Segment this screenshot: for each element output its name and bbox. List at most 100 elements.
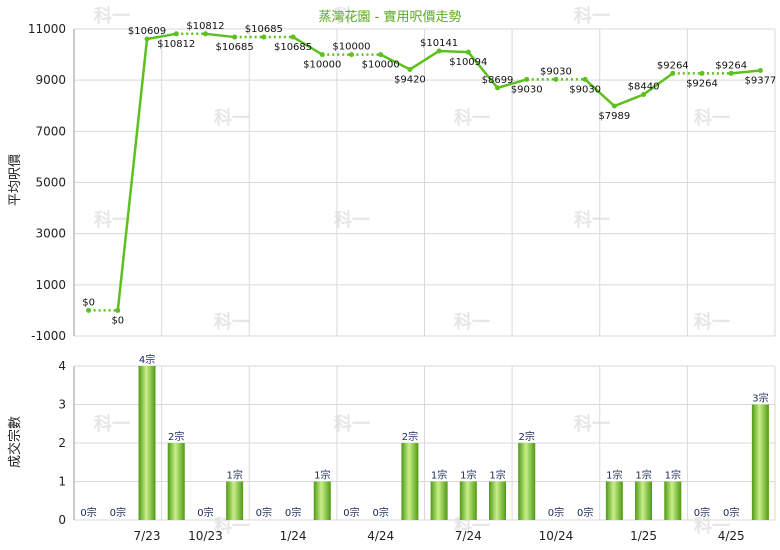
x-tick-label: 7/23 bbox=[134, 529, 161, 543]
transaction-bar-label: 2宗 bbox=[519, 430, 535, 443]
x-tick-label: 4/25 bbox=[718, 529, 745, 543]
transaction-bar bbox=[167, 443, 185, 520]
transaction-bar-label: 1宗 bbox=[606, 469, 622, 482]
watermark-text: 科一 bbox=[214, 311, 250, 333]
watermark-text: 科一 bbox=[94, 413, 130, 435]
price-label: $9264 bbox=[686, 78, 718, 89]
transaction-bar bbox=[489, 481, 507, 520]
chart-title: 蒸灣花園 - 實用呎價走勢 bbox=[319, 9, 462, 25]
watermark-text: 科一 bbox=[694, 311, 730, 333]
price-label: $8440 bbox=[628, 81, 660, 92]
transaction-bar-label: 0宗 bbox=[723, 506, 739, 519]
price-point bbox=[728, 70, 734, 76]
price-label: $10094 bbox=[449, 57, 487, 68]
price-line-segment bbox=[613, 93, 645, 108]
price-label: $10685 bbox=[274, 42, 312, 53]
price-point bbox=[553, 76, 559, 82]
x-tick-labels: 7/23 10/23 1/24 4/24 7/24 10/24 1/25 4/25 bbox=[134, 529, 745, 543]
price-point bbox=[173, 31, 179, 37]
price-point bbox=[641, 91, 647, 97]
transaction-bar-label: 0宗 bbox=[197, 506, 213, 519]
transaction-bar-label: 0宗 bbox=[694, 506, 710, 519]
bottom-y-tick-label: 4 bbox=[58, 359, 66, 373]
price-point bbox=[202, 31, 208, 37]
price-label: $9030 bbox=[569, 84, 601, 95]
bottom-y-tick-label: 1 bbox=[58, 475, 66, 489]
price-point bbox=[232, 34, 238, 40]
price-labels: $0 $0 $10609 $10812 $10812 $10685 $10685 $10685… bbox=[82, 21, 776, 327]
transaction-bar bbox=[138, 366, 156, 520]
price-label: $0 bbox=[111, 315, 124, 326]
price-line-segment bbox=[146, 32, 177, 41]
transaction-bar-label: 2宗 bbox=[402, 430, 418, 443]
transaction-bar-label: 0宗 bbox=[256, 506, 272, 519]
top-y-tick-label: 1000 bbox=[35, 278, 66, 292]
price-line-segment bbox=[497, 78, 528, 90]
x-tick-label: 4/24 bbox=[367, 529, 394, 543]
price-label: $9030 bbox=[540, 66, 572, 77]
price-point bbox=[115, 307, 121, 313]
x-tick-label: 7/24 bbox=[455, 529, 482, 543]
watermark-text: 科一 bbox=[334, 5, 370, 27]
price-points bbox=[86, 31, 763, 313]
price-label: $9264 bbox=[715, 60, 747, 71]
transaction-bars bbox=[138, 366, 769, 520]
watermark-text: 科一 bbox=[454, 311, 490, 333]
x-tick-label: 10/24 bbox=[539, 529, 574, 543]
watermark-text: 科一 bbox=[94, 5, 130, 27]
transaction-bar-label: 1宗 bbox=[226, 469, 242, 482]
transaction-bar-label: 0宗 bbox=[110, 506, 126, 519]
transaction-bar-label: 0宗 bbox=[80, 506, 96, 519]
top-y-tick-label: 5000 bbox=[35, 176, 66, 190]
price-point bbox=[261, 34, 267, 40]
price-point bbox=[757, 68, 763, 74]
bottom-grid bbox=[73, 365, 776, 521]
top-y-tick-label: 11000 bbox=[28, 22, 66, 36]
price-label: $9420 bbox=[394, 74, 426, 85]
price-line-segment bbox=[731, 69, 761, 75]
price-label: $9030 bbox=[511, 84, 543, 95]
price-point bbox=[436, 48, 442, 54]
transaction-bar bbox=[401, 443, 419, 520]
x-tick-label: 1/24 bbox=[280, 529, 307, 543]
transaction-bar-label: 1宗 bbox=[665, 469, 681, 482]
transaction-bar bbox=[430, 481, 448, 520]
transaction-bar-label: 2宗 bbox=[168, 430, 184, 443]
watermark-text: 科一 bbox=[574, 413, 610, 435]
transaction-bar bbox=[635, 481, 653, 520]
transaction-bar-label: 4宗 bbox=[139, 353, 155, 366]
transaction-bar-label: 0宗 bbox=[343, 506, 359, 519]
watermark-text: 科一 bbox=[454, 107, 490, 129]
top-y-tick-label: 3000 bbox=[35, 227, 66, 241]
price-line-segment bbox=[409, 49, 440, 71]
price-line-segment bbox=[467, 51, 499, 89]
price-label: $9264 bbox=[657, 60, 689, 71]
price-point bbox=[407, 66, 413, 72]
transaction-bar-label: 3宗 bbox=[752, 392, 768, 405]
top-y-tick-label: -1000 bbox=[31, 329, 66, 343]
transaction-bar-label: 1宗 bbox=[635, 469, 651, 482]
price-point bbox=[582, 76, 588, 82]
price-label: $10685 bbox=[245, 24, 283, 35]
price-point bbox=[144, 36, 150, 42]
transaction-bar-label: 1宗 bbox=[489, 469, 505, 482]
top-y-tick-label: 9000 bbox=[35, 73, 66, 87]
transaction-bar bbox=[459, 481, 477, 520]
price-point bbox=[378, 52, 384, 58]
price-label: $10000 bbox=[362, 60, 400, 71]
transaction-bar bbox=[664, 481, 682, 520]
price-line-segment bbox=[205, 32, 235, 39]
transaction-bar-label: 0宗 bbox=[577, 506, 593, 519]
top-grid bbox=[73, 28, 776, 337]
transaction-bar bbox=[518, 443, 536, 520]
watermark-text: 科一 bbox=[334, 209, 370, 231]
transaction-bar-label: 0宗 bbox=[285, 506, 301, 519]
price-line-segment bbox=[584, 78, 616, 107]
price-line-segment bbox=[292, 35, 323, 56]
x-tick-label: 10/23 bbox=[188, 529, 223, 543]
price-line-segment bbox=[439, 49, 469, 54]
watermark-text: 科一 bbox=[94, 209, 130, 231]
transaction-bar bbox=[313, 481, 331, 520]
price-point bbox=[348, 52, 354, 58]
price-point bbox=[524, 76, 530, 82]
